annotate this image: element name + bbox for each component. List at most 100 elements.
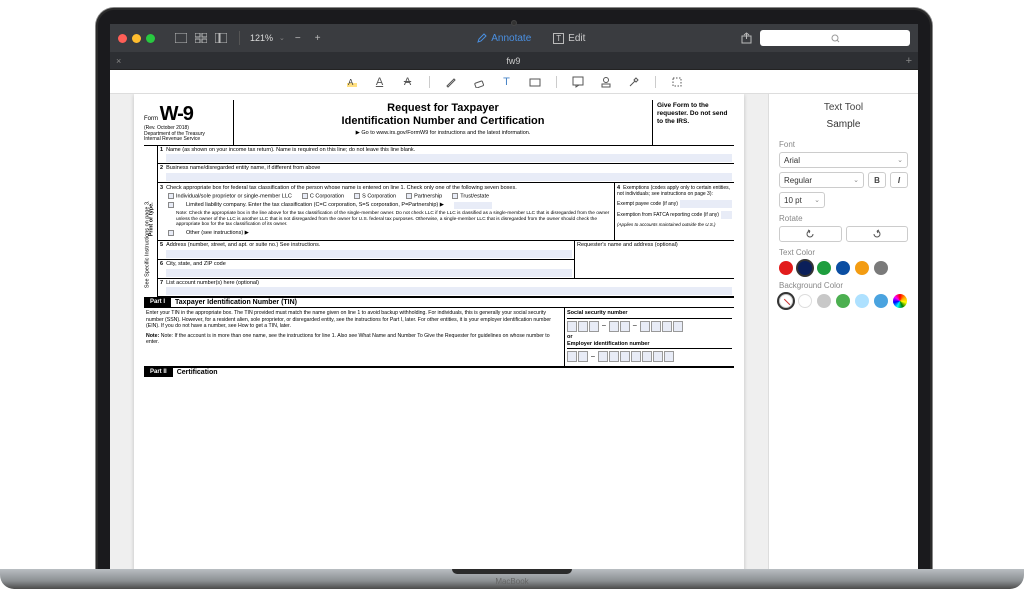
pencil-icon xyxy=(477,33,487,43)
selection-tool-icon[interactable] xyxy=(670,75,684,89)
cbx3-label: S Corporation xyxy=(362,194,396,200)
tab-title[interactable]: fw9 xyxy=(127,56,899,66)
line1-input[interactable] xyxy=(166,154,732,162)
bg-color-swatch[interactable] xyxy=(817,294,831,308)
search-input[interactable] xyxy=(760,30,910,46)
ein-input[interactable]: – xyxy=(567,351,732,362)
line5-input[interactable] xyxy=(166,250,572,258)
bg-color-none[interactable] xyxy=(779,294,793,308)
line6-input[interactable] xyxy=(166,269,572,277)
eyedropper-icon[interactable] xyxy=(627,75,641,89)
textcolor-section-label: Text Color xyxy=(779,248,908,257)
line7-input[interactable] xyxy=(166,287,732,295)
shape-tool-icon[interactable] xyxy=(528,75,542,89)
pen-tool-icon[interactable] xyxy=(444,75,458,89)
tab-add-button[interactable]: + xyxy=(900,55,918,67)
zoom-out-button[interactable]: − xyxy=(291,33,305,44)
strikethrough-text-icon[interactable]: A xyxy=(401,75,415,89)
laptop-brand: MacBook xyxy=(495,577,528,586)
llc-class-input[interactable] xyxy=(454,202,492,209)
textbox-icon: T xyxy=(553,33,564,44)
exempt-payee-label: Exempt payee code (if any) xyxy=(617,201,678,207)
cbx-individual[interactable] xyxy=(168,193,174,199)
view-single-icon[interactable] xyxy=(173,31,189,45)
search-icon xyxy=(831,34,840,43)
underline-text-icon[interactable]: A xyxy=(373,75,387,89)
font-section-label: Font xyxy=(779,140,908,149)
ein-label: Employer identification number xyxy=(567,341,732,350)
inspector-sample: Sample xyxy=(779,119,908,130)
app-window: 121% ⌄ − + Annotate T Edit xyxy=(110,24,918,575)
chevron-down-icon: ⌄ xyxy=(897,156,903,164)
bg-color-swatch[interactable] xyxy=(855,294,869,308)
zoom-level[interactable]: 121% xyxy=(250,33,273,43)
fatca-input[interactable] xyxy=(721,211,732,219)
form-title-2: Identification Number and Certification xyxy=(238,115,648,128)
text-color-swatch[interactable] xyxy=(874,261,888,275)
part2-badge: Part II xyxy=(144,368,173,377)
text-color-swatch[interactable] xyxy=(779,261,793,275)
cbx1-label: Individual/sole proprietor or single-mem… xyxy=(176,194,292,200)
line2-input[interactable] xyxy=(166,173,732,181)
view-grid-icon[interactable] xyxy=(193,31,209,45)
tin-note: Note: If the account is in more than one… xyxy=(146,333,550,346)
text-tool-icon[interactable]: T xyxy=(500,75,514,89)
cbx7-label: Other (see instructions) ▶ xyxy=(186,230,249,237)
stamp-tool-icon[interactable] xyxy=(599,75,613,89)
tab-close-button[interactable]: × xyxy=(110,56,127,66)
cbx-scorp[interactable] xyxy=(354,193,360,199)
rotate-cw-button[interactable] xyxy=(846,226,909,242)
cbx-other[interactable] xyxy=(168,230,174,236)
ssn-input[interactable]: – – xyxy=(567,321,732,332)
note-tool-icon[interactable] xyxy=(571,75,585,89)
cbx-llc[interactable] xyxy=(168,202,174,208)
exempt-payee-input[interactable] xyxy=(680,200,732,208)
zoom-in-button[interactable]: + xyxy=(311,33,325,44)
font-style-select[interactable]: Regular⌄ xyxy=(779,172,864,188)
text-color-swatch[interactable] xyxy=(855,261,869,275)
titlebar: 121% ⌄ − + Annotate T Edit xyxy=(110,24,918,52)
rotate-ccw-button[interactable] xyxy=(779,226,842,242)
inspector-panel: Text Tool Sample Font Arial⌄ Regular⌄ B … xyxy=(768,94,918,575)
zoom-window-icon[interactable] xyxy=(146,34,155,43)
cbx-ccorp[interactable] xyxy=(302,193,308,199)
cbx4-label: Partnership xyxy=(414,194,442,200)
edit-mode-button[interactable]: T Edit xyxy=(545,31,593,46)
form-word: Form xyxy=(144,116,158,122)
bold-button[interactable]: B xyxy=(868,172,886,188)
text-color-swatch[interactable] xyxy=(836,261,850,275)
bgcolor-section-label: Background Color xyxy=(779,281,908,290)
minimize-window-icon[interactable] xyxy=(132,34,141,43)
form-irs: Internal Revenue Service xyxy=(144,137,229,143)
highlight-text-icon[interactable]: A xyxy=(345,75,359,89)
cbx-trust[interactable] xyxy=(452,193,458,199)
part1-badge: Part I xyxy=(144,298,171,307)
svg-text:A: A xyxy=(348,78,354,87)
bg-color-custom[interactable] xyxy=(893,294,907,308)
italic-button[interactable]: I xyxy=(890,172,908,188)
bg-color-swatch[interactable] xyxy=(798,294,812,308)
font-size-select[interactable]: 10 pt⌄ xyxy=(779,192,825,208)
bg-color-swatch[interactable] xyxy=(874,294,888,308)
cbx-partnership[interactable] xyxy=(406,193,412,199)
document-viewport[interactable]: Form W-9 (Rev. October 2018) Department … xyxy=(110,94,768,575)
share-icon[interactable] xyxy=(738,31,754,45)
eraser-tool-icon[interactable] xyxy=(472,75,486,89)
cbx2-label: C Corporation xyxy=(310,194,344,200)
tabbar: × fw9 + xyxy=(110,52,918,70)
form-title-1: Request for Taxpayer xyxy=(238,102,648,115)
bg-color-swatch[interactable] xyxy=(836,294,850,308)
part2-title: Certification xyxy=(177,369,218,377)
view-thumbs-icon[interactable] xyxy=(213,31,229,45)
or-label: or xyxy=(567,334,732,341)
text-color-swatch[interactable] xyxy=(798,261,812,275)
font-family-select[interactable]: Arial⌄ xyxy=(779,152,908,168)
annotate-mode-button[interactable]: Annotate xyxy=(469,31,539,46)
inspector-title: Text Tool xyxy=(779,102,908,113)
document-page: Form W-9 (Rev. October 2018) Department … xyxy=(134,94,744,575)
form-give-to: Give Form to the requester. Do not send … xyxy=(652,100,734,145)
text-color-swatch[interactable] xyxy=(817,261,831,275)
rotate-section-label: Rotate xyxy=(779,214,908,223)
close-window-icon[interactable] xyxy=(118,34,127,43)
line5-label: Address (number, street, and apt. or sui… xyxy=(166,242,572,249)
